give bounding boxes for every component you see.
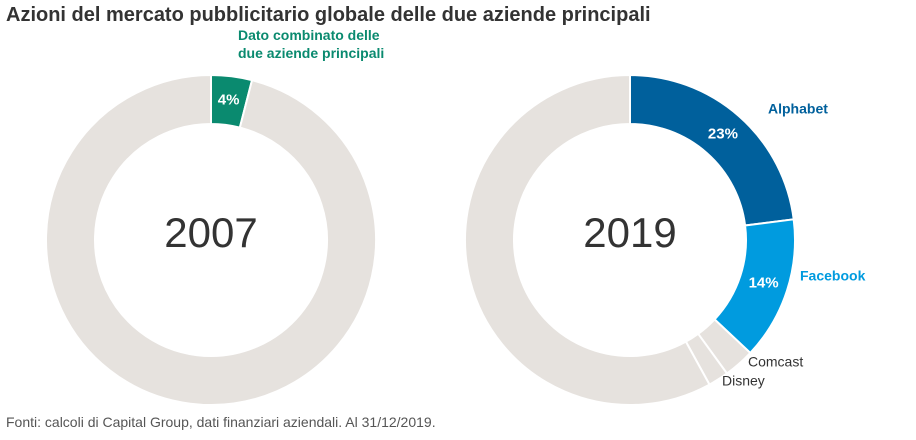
center-label: 2007 [164,209,257,256]
donut-slice [45,73,377,406]
donut-slice [629,73,795,227]
category-label: Dato combinato delle due aziende princip… [238,27,385,61]
value-label: 14% [749,274,779,291]
value-label: 23% [708,126,738,143]
donut-slice [464,73,711,406]
category-label: Facebook [800,268,866,284]
footnote: Fonti: calcoli di Capital Group, dati fi… [6,414,436,430]
category-label: Comcast [748,354,803,370]
category-label: Alphabet [768,101,828,117]
title: Azioni del mercato pubblicitario globale… [6,4,651,26]
center-label: 2019 [583,209,676,256]
category-label-box: Dato combinato delle due aziende princip… [238,27,385,61]
value-label: 4% [218,92,240,109]
category-label: Disney [722,373,765,389]
